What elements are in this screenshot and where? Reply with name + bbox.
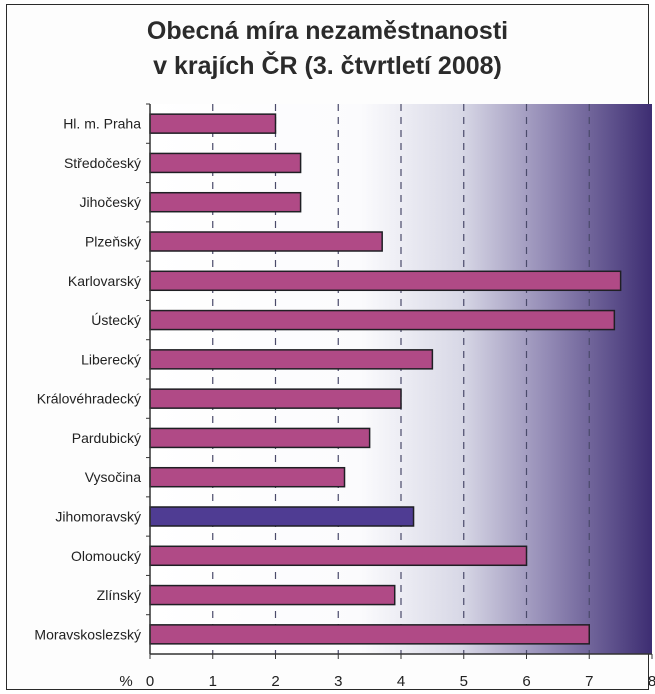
bar-13 [149,624,590,645]
category-labels: Hl. m. Praha Středočeský Jihočeský Plzeňský… [34,103,150,642]
bar-8 [149,427,371,449]
category-label-12: Zlínský [97,587,141,603]
bar-3 [149,231,383,252]
bar-2 [149,191,302,213]
x-axis-unit-label: % [119,673,132,690]
bar-7 [149,388,402,409]
category-label-7: Královéhradecký [37,391,141,407]
category-label-2: Jihočeský [80,194,141,210]
chart-title-line-2: v krajích ČR (3. čtvrtletí 2008) [153,52,502,80]
category-label-13: Moravskoslezský [34,626,141,642]
x-axis-ticks: 0 1 2 3 4 5 6 7 8 [146,654,655,690]
bar-10 [149,506,415,527]
bar-5 [149,309,616,331]
chart-title-line-1: Obecná míra nezaměstnanosti [146,17,509,45]
x-tick-label-3: 3 [334,673,342,690]
category-label-11: Olomoucký [71,548,141,564]
category-label-4: Karlovarský [68,273,141,289]
category-label-5: Ústecký [91,312,141,328]
bar-4 [149,270,622,292]
chart-title: Obecná míra nezaměstnanosti v krajích ČR… [0,14,655,84]
bar-9 [149,466,346,488]
category-label-8: Pardubický [72,430,141,446]
bar-1 [149,152,302,174]
x-tick-label-0: 0 [146,673,154,690]
x-tick-label-4: 4 [397,673,405,690]
category-label-6: Liberecký [81,351,141,367]
x-tick-label-5: 5 [460,673,468,690]
x-tick-label-7: 7 [585,673,593,690]
bar-6 [149,349,434,370]
category-label-9: Vysočina [85,469,142,485]
category-label-1: Středočeský [64,155,141,171]
bars [149,113,622,645]
category-label-10: Jihomoravský [55,509,141,525]
category-label-3: Plzeňský [85,234,141,250]
bar-0 [149,113,277,134]
bar-11 [149,545,528,567]
x-tick-label-2: 2 [271,673,279,690]
x-tick-label-6: 6 [522,673,530,690]
category-label-0: Hl. m. Praha [63,116,141,132]
x-tick-label-1: 1 [209,673,217,690]
x-tick-label-8: 8 [648,673,655,690]
bar-12 [149,584,396,606]
